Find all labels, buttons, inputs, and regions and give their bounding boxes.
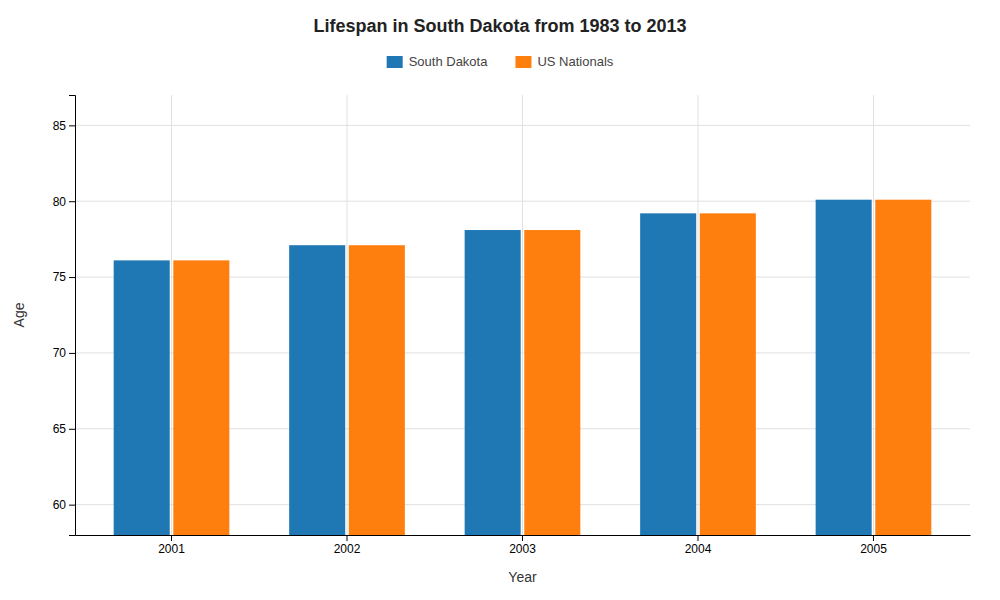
x-tick-mark xyxy=(873,535,874,541)
x-axis: 2001 2002 2003 2004 2005 xyxy=(76,535,971,556)
x-grid-line xyxy=(347,95,348,535)
legend: South Dakota US Nationals xyxy=(387,54,614,69)
bar-series xyxy=(114,200,872,535)
y-tick: 80 xyxy=(53,195,75,209)
x-grid-line xyxy=(522,95,523,535)
x-tick-label: 2003 xyxy=(509,542,536,556)
legend-swatch xyxy=(515,56,531,68)
legend-label: US Nationals xyxy=(537,54,613,69)
y-tick-mark xyxy=(69,125,75,126)
y-axis-line xyxy=(69,96,76,536)
y-tick-label: 65 xyxy=(53,422,67,436)
x-tick: 2005 xyxy=(860,535,887,556)
y-tick-mark xyxy=(69,353,75,354)
chart-container: 2001 2002 2003 2004 2005 60 65 70 75 80 85 Lifespan… xyxy=(0,0,1000,600)
legend-item: South Dakota xyxy=(387,54,489,69)
y-tick-label: 70 xyxy=(53,346,67,360)
y-tick-mark xyxy=(69,201,75,202)
y-axis-label: Age xyxy=(11,302,27,327)
x-axis-label: Year xyxy=(508,569,537,585)
x-tick: 2003 xyxy=(509,535,536,556)
x-tick-label: 2001 xyxy=(158,542,185,556)
bar xyxy=(114,260,170,535)
y-tick-mark xyxy=(69,505,75,506)
y-tick-label: 75 xyxy=(53,270,67,284)
plot-area xyxy=(114,200,932,535)
x-tick: 2002 xyxy=(334,535,361,556)
y-tick-label: 80 xyxy=(53,195,67,209)
legend-label: South Dakota xyxy=(409,54,489,69)
x-tick-label: 2002 xyxy=(334,542,361,556)
x-grid-line xyxy=(873,95,874,535)
bar xyxy=(465,230,521,535)
y-tick-label: 85 xyxy=(53,119,67,133)
y-tick: 60 xyxy=(53,498,75,512)
y-axis: 60 65 70 75 80 85 xyxy=(53,96,76,536)
y-tick: 65 xyxy=(53,422,75,436)
bar xyxy=(816,200,872,535)
x-tick-mark xyxy=(347,535,348,541)
title: Lifespan in South Dakota from 1983 to 20… xyxy=(313,16,686,36)
legend-swatch xyxy=(387,56,403,68)
bar xyxy=(289,245,345,535)
x-tick-mark xyxy=(697,535,698,541)
bar xyxy=(640,213,696,535)
y-tick-mark xyxy=(69,277,75,278)
x-tick: 2001 xyxy=(158,535,185,556)
x-grid-line xyxy=(171,95,172,535)
bar xyxy=(524,230,580,535)
y-tick: 70 xyxy=(53,346,75,360)
x-grid-line xyxy=(697,95,698,535)
bar-series xyxy=(173,200,931,535)
x-tick: 2004 xyxy=(685,535,712,556)
y-tick-mark xyxy=(69,429,75,430)
bar xyxy=(173,260,229,535)
legend-item: US Nationals xyxy=(515,54,613,69)
chart-svg: 2001 2002 2003 2004 2005 60 65 70 75 80 85 Lifespan… xyxy=(0,0,1000,600)
x-tick-mark xyxy=(171,535,172,541)
x-tick-label: 2004 xyxy=(685,542,712,556)
y-tick: 75 xyxy=(53,270,75,284)
bar xyxy=(700,213,756,535)
x-tick-mark xyxy=(522,535,523,541)
x-tick-label: 2005 xyxy=(860,542,887,556)
y-tick-label: 60 xyxy=(53,498,67,512)
y-tick: 85 xyxy=(53,119,75,133)
bar xyxy=(349,245,405,535)
bar xyxy=(875,200,931,535)
